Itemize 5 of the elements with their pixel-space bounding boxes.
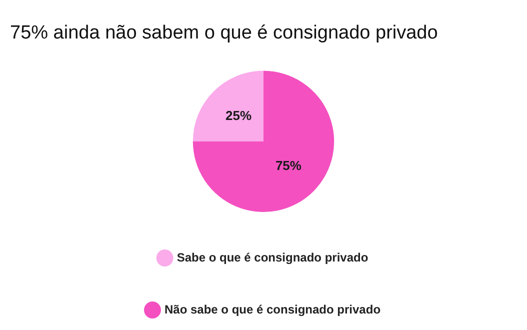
data-label: 75%	[275, 158, 302, 173]
data-label: 25%	[226, 108, 252, 124]
legend-label: Sabe o que é consignado privado	[176, 250, 368, 264]
chart-title: 75% ainda não sabem o que é consignado privado	[10, 22, 438, 44]
legend-label: Não sabe o que é consignado privado	[164, 302, 381, 316]
